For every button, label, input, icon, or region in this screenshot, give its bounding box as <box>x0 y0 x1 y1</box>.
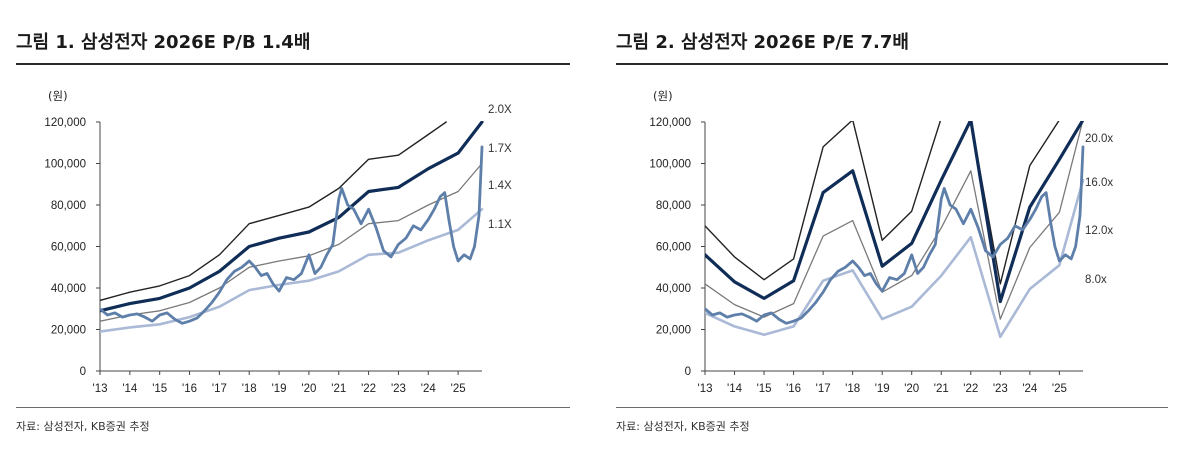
y-tick-label: 0 <box>80 366 86 378</box>
source-note: 자료: 삼성전자, KB증권 추정 <box>16 420 150 433</box>
y-tick-label: 100,000 <box>649 159 691 171</box>
x-tick-label: '18 <box>845 383 860 395</box>
series-group <box>100 121 484 333</box>
band-line-1.1X <box>100 207 484 333</box>
band-label: 20.0x <box>1085 133 1113 145</box>
bottom-divider <box>616 407 1168 408</box>
y-tick-label: 60,000 <box>51 242 86 254</box>
x-tick-label: '24 <box>421 383 437 395</box>
x-tick-label: '13 <box>698 383 713 395</box>
x-tick-label: '22 <box>361 383 376 395</box>
x-tick-label: '15 <box>757 383 772 395</box>
y-tick-label: 120,000 <box>44 117 86 129</box>
x-tick-label: '14 <box>727 383 743 395</box>
y-tick-label: 80,000 <box>656 200 691 212</box>
chart-title: 그림 1. 삼성전자 2026E P/B 1.4배 <box>16 32 311 53</box>
band-label: 1.1X <box>488 219 512 231</box>
band-line-2.0X <box>100 121 447 302</box>
price-line <box>100 145 484 325</box>
x-tick-label: '25 <box>1052 383 1067 395</box>
band-line-20.0x <box>705 121 1060 285</box>
band-line-1.7X <box>100 121 484 313</box>
x-tick-label: '21 <box>934 383 949 395</box>
title-divider <box>616 63 1168 65</box>
chart-title: 그림 2. 삼성전자 2026E P/E 7.7배 <box>616 32 909 53</box>
source-note: 자료: 삼성전자, KB증권 추정 <box>616 420 750 433</box>
series-group <box>705 121 1085 339</box>
x-tick-label: '17 <box>212 383 227 395</box>
x-tick-label: '20 <box>301 383 316 395</box>
x-tick-label: '16 <box>786 383 801 395</box>
x-tick-label: '17 <box>816 383 831 395</box>
y-unit-label: (원) <box>48 89 68 103</box>
x-tick-label: '20 <box>904 383 919 395</box>
band-label: 1.4X <box>488 180 512 192</box>
x-tick-label: '22 <box>963 383 978 395</box>
y-tick-label: 40,000 <box>656 283 691 295</box>
x-tick-label: '19 <box>875 383 890 395</box>
y-tick-label: 80,000 <box>51 200 86 212</box>
x-tick-label: '23 <box>993 383 1008 395</box>
band-label: 12.0x <box>1085 225 1113 237</box>
y-tick-label: 100,000 <box>44 159 86 171</box>
y-unit-label: (원) <box>653 89 673 103</box>
x-tick-label: '21 <box>331 383 346 395</box>
x-tick-label: '15 <box>152 383 167 395</box>
bottom-divider <box>16 407 570 408</box>
band-line-16.0x <box>705 121 1085 304</box>
x-tick-label: '13 <box>93 383 108 395</box>
band-line-1.4X <box>100 162 483 322</box>
chart-panel-pb: 그림 1. 삼성전자 2026E P/B 1.4배 (원) 0 20,000 40,0… <box>16 32 570 433</box>
x-tick-label: '14 <box>122 383 138 395</box>
y-tick-label: 60,000 <box>656 242 691 254</box>
y-tick-label: 0 <box>685 366 691 378</box>
price-line <box>705 145 1085 325</box>
x-tick-label: '23 <box>391 383 406 395</box>
band-label: 8.0x <box>1085 274 1107 286</box>
y-tick-label: 120,000 <box>649 117 691 129</box>
x-tick-label: '24 <box>1022 383 1038 395</box>
band-label: 1.7X <box>488 143 512 155</box>
pb-band-chart: (원) 0 20,000 40,000 60,000 80,000 100,000 120,0… <box>44 89 512 395</box>
title-divider <box>16 63 570 65</box>
band-label: 16.0x <box>1085 177 1113 189</box>
x-tick-label: '18 <box>242 383 257 395</box>
x-tick-label: '25 <box>451 383 466 395</box>
y-tick-label: 20,000 <box>656 325 691 337</box>
pe-band-chart: (원) 0 20,000 40,000 60,000 80,000 100,000 120,0… <box>649 89 1113 395</box>
band-line-8.0x <box>705 178 1085 339</box>
y-tick-label: 20,000 <box>51 325 86 337</box>
y-tick-label: 40,000 <box>51 283 86 295</box>
x-tick-label: '16 <box>182 383 197 395</box>
x-tick-label: '19 <box>272 383 287 395</box>
band-label: 2.0X <box>488 104 512 116</box>
chart-panel-pe: 그림 2. 삼성전자 2026E P/E 7.7배 (원) 0 20,000 40,0… <box>600 0 1199 453</box>
